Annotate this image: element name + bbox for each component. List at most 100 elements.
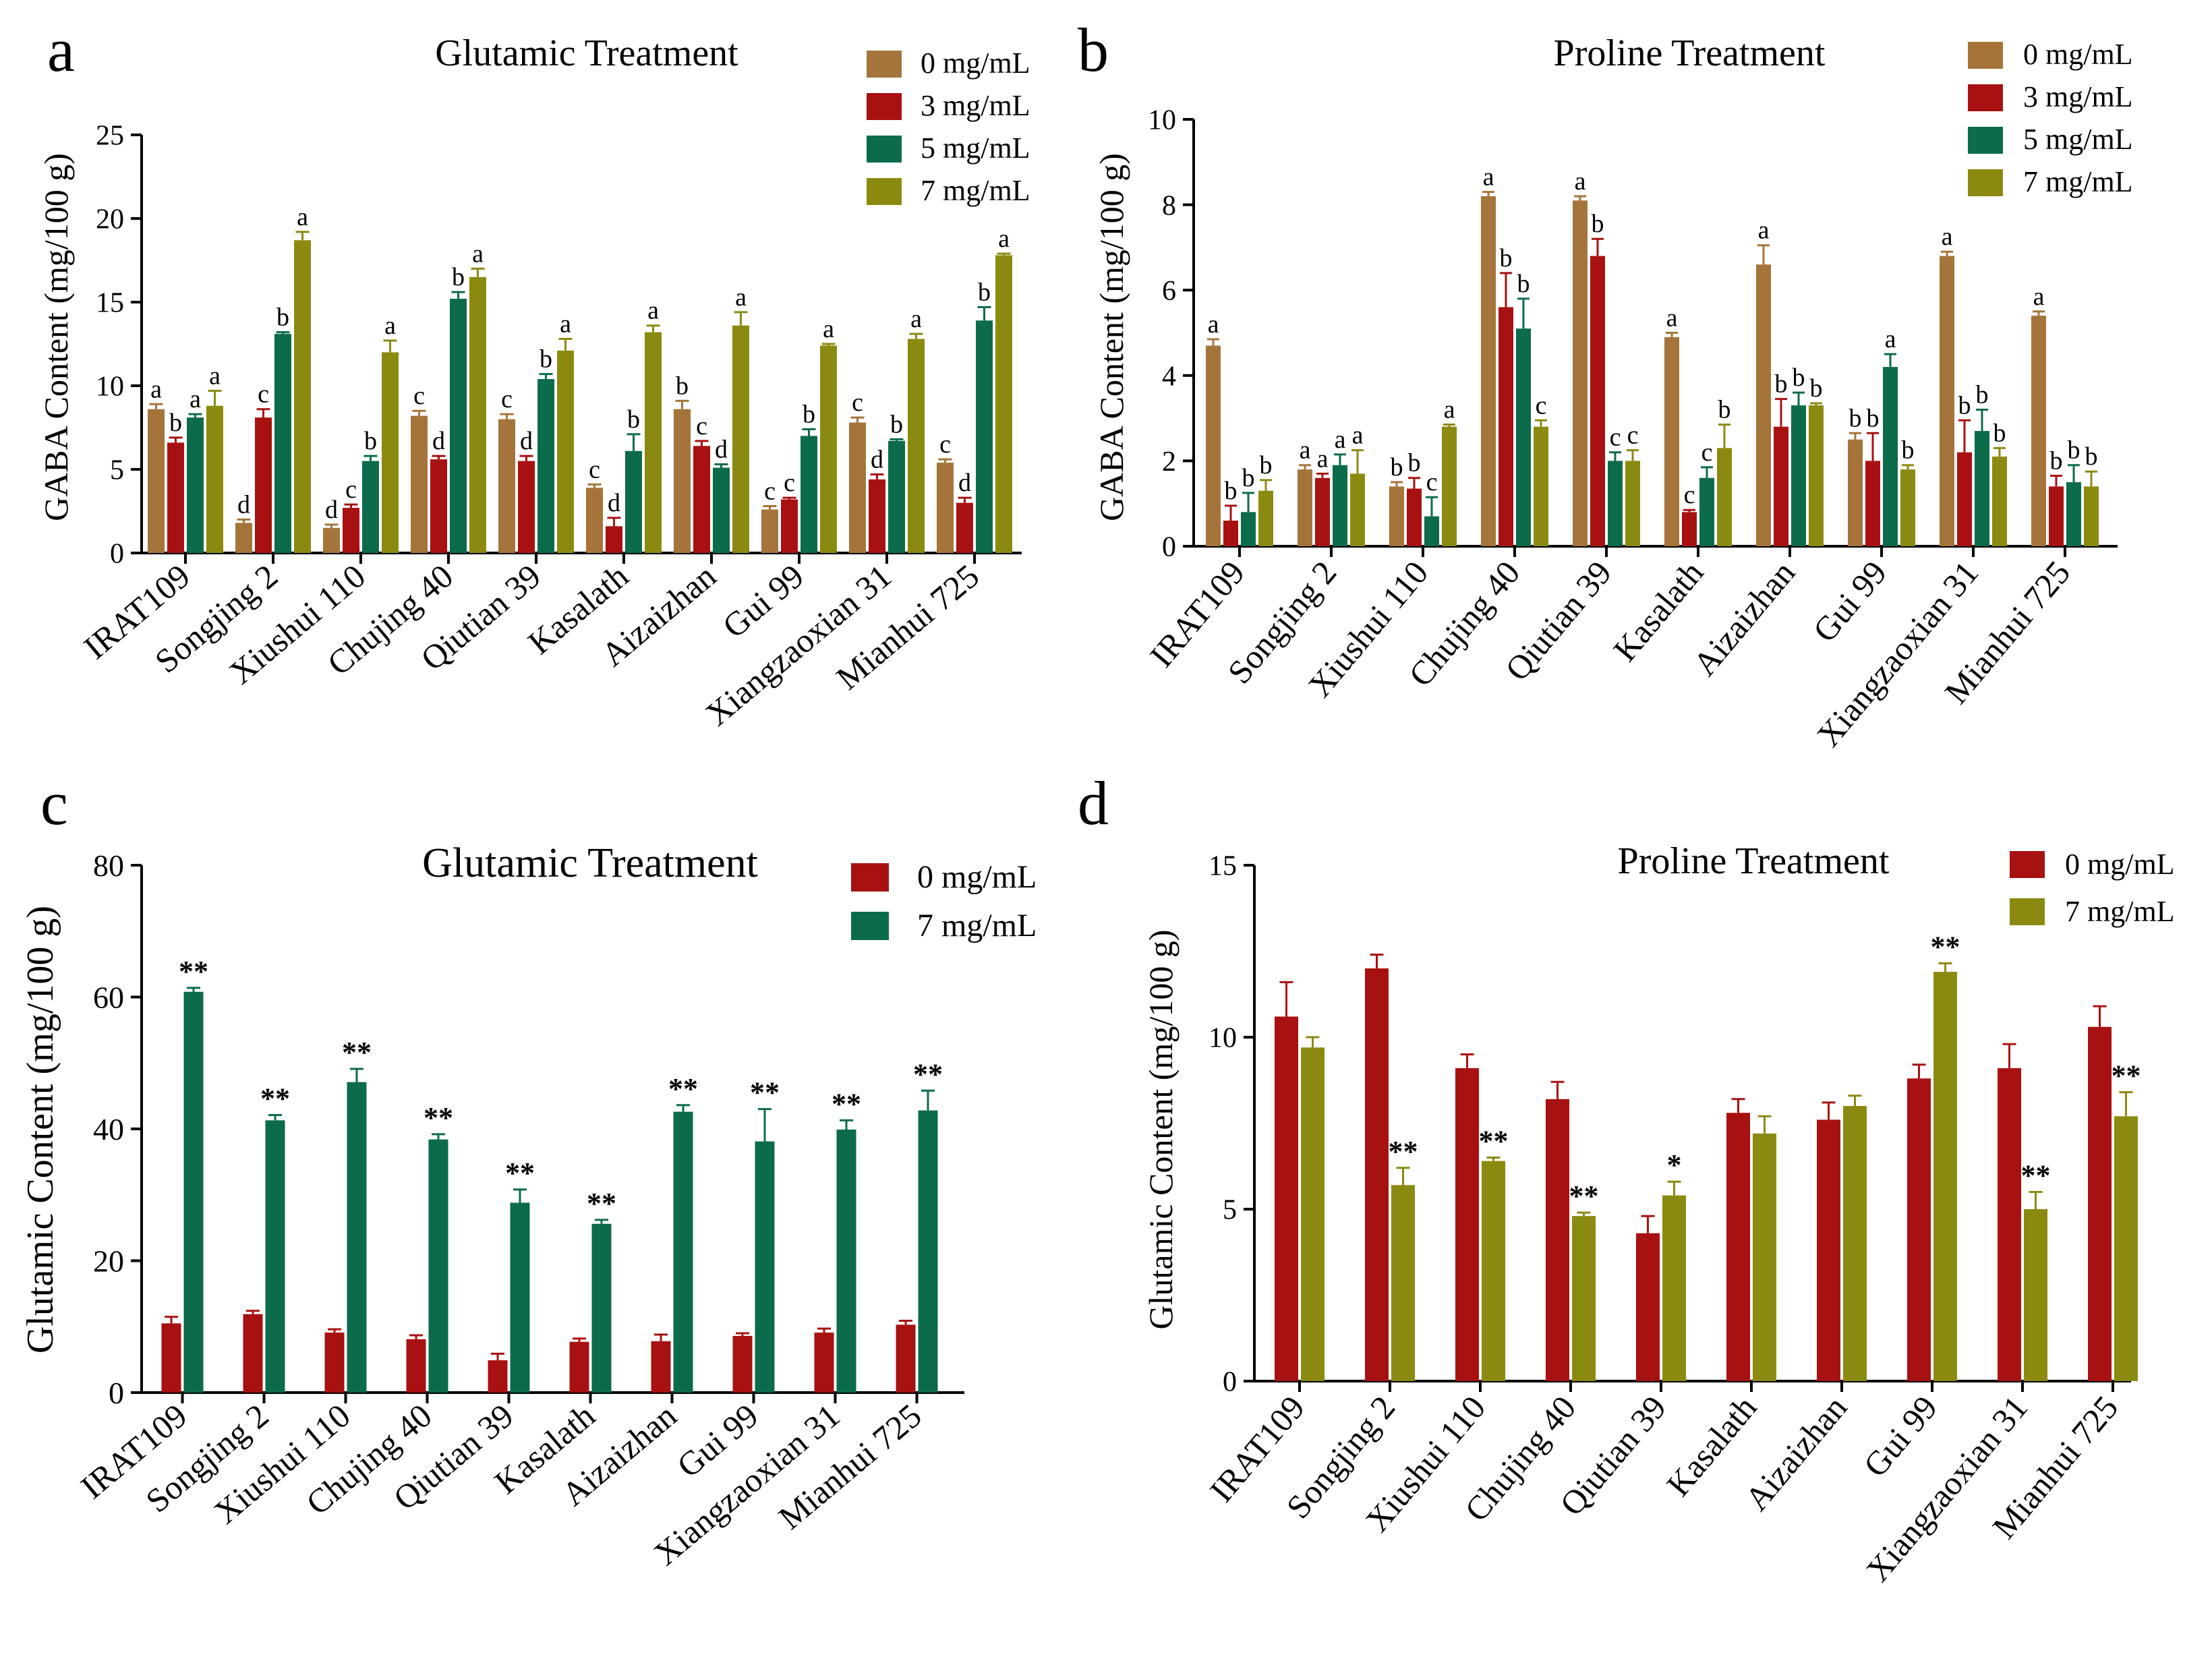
panel-a-significance-label: a	[735, 283, 747, 312]
panel-a-bar	[781, 499, 798, 553]
panel-d-bar	[1726, 1113, 1750, 1381]
panel-label-b: b	[1078, 16, 1109, 84]
panel-d-bar	[1843, 1106, 1867, 1381]
panel-c-bar	[814, 1333, 834, 1393]
panel-a-significance-label: c	[784, 469, 795, 497]
panel-b-bar	[1206, 345, 1221, 546]
panel-b-ytick-label: 4	[1162, 361, 1176, 392]
panel-d-bar	[1275, 1016, 1298, 1381]
panel-b-significance-label: b	[1592, 210, 1604, 238]
panel-c-ytick-label: 40	[93, 1112, 124, 1146]
legend-c-label-0: 0 mg/mL	[917, 859, 1037, 895]
panel-a-significance-label: c	[345, 475, 357, 504]
panel-b-bar	[1241, 512, 1256, 546]
panel-c-bar	[591, 1223, 612, 1393]
legend-c-swatch-0	[851, 863, 889, 892]
panel-a-significance-label: c	[501, 385, 513, 413]
panel-c-bar	[243, 1314, 263, 1393]
panel-c-significance-label: **	[750, 1076, 780, 1109]
panel-b-bar	[1590, 256, 1605, 546]
panel-b-bar	[1424, 516, 1439, 546]
panel-a-bar	[255, 417, 272, 553]
panel-a-ytick-label: 0	[110, 539, 124, 570]
panel-c-bar	[428, 1139, 448, 1393]
panel-c-bar	[569, 1341, 589, 1393]
legend-a-swatch-0	[867, 51, 902, 78]
panel-a-ylabel: GABA Content (mg/100 g)	[37, 153, 75, 521]
panel-b-bar	[1900, 469, 1915, 546]
panel-b-significance-label: a	[1335, 426, 1346, 454]
panel-a-ytick-label: 10	[96, 372, 124, 403]
panel-b-bar	[1625, 461, 1640, 546]
panel-d-bar	[1662, 1195, 1686, 1381]
panel-a-significance-label: b	[890, 410, 903, 438]
panel-a-ytick-label: 20	[96, 204, 124, 235]
panel-b-significance-label: a	[1575, 167, 1586, 196]
panel-a-significance-label: b	[276, 303, 289, 332]
panel-a-bar	[849, 422, 866, 553]
panel-a-bar	[294, 240, 311, 553]
panel-d-bar	[2088, 1026, 2112, 1381]
legend-a-label-0: 0 mg/mL	[921, 47, 1030, 80]
panel-d-significance-label: **	[2021, 1159, 2051, 1192]
panel-b-significance-label: b	[1408, 449, 1421, 477]
panel-a-significance-label: c	[258, 380, 269, 409]
panel-b-significance-label: b	[1391, 453, 1403, 482]
panel-b-significance-label: b	[2050, 447, 2063, 475]
panel-b-bar	[1407, 488, 1422, 546]
legend-d-label-1: 7 mg/mL	[2065, 895, 2175, 928]
panel-a-significance-label: d	[432, 427, 445, 455]
panel-b-ytick-label: 8	[1162, 190, 1176, 221]
panel-c-significance-label: **	[505, 1157, 535, 1190]
panel-d-ytick-label: 5	[1223, 1195, 1237, 1226]
legend-b-label-0: 0 mg/mL	[2023, 38, 2133, 71]
panel-c-ylabel: Glutamic Content (mg/100 g)	[20, 906, 61, 1353]
panel-a-bar	[469, 276, 486, 553]
panel-a-bar	[801, 436, 817, 553]
panel-a-ytick-label: 5	[110, 455, 124, 486]
panel-a-significance-label: b	[627, 405, 640, 434]
panel-b-legend: 0 mg/mL 3 mg/mL 5 mg/mL 7 mg/mL	[1968, 38, 2133, 198]
panel-b-significance-label: b	[1260, 451, 1273, 479]
panel-d-bar	[1455, 1068, 1479, 1381]
panel-d-significance-label: **	[1389, 1135, 1418, 1168]
panel-b-bar	[1664, 337, 1679, 546]
legend-a-swatch-1	[867, 93, 902, 120]
panel-d-bar	[1391, 1185, 1415, 1381]
panel-a-significance-label: a	[297, 203, 308, 231]
panel-b-significance-label: b	[1993, 419, 2006, 447]
panel-b-bar	[1298, 469, 1312, 546]
panel-d-bar	[1572, 1216, 1596, 1381]
panel-d-title: Proline Treatment	[1618, 840, 1890, 882]
panel-c-significance-label: **	[179, 955, 208, 988]
panel-d-significance-label: **	[1931, 930, 1960, 963]
panel-c-significance-label: **	[913, 1057, 943, 1090]
panel-a-ytick-label: 25	[96, 121, 124, 152]
panel-b-significance-label: b	[1775, 370, 1788, 399]
panel-b-bar	[1774, 426, 1788, 546]
panel-a-significance-label: b	[169, 409, 182, 437]
panel-a-bar	[732, 325, 749, 553]
legend-d-swatch-0	[2010, 851, 2045, 878]
panel-a-significance-label: a	[823, 315, 834, 343]
panel-a-significance-label: b	[978, 278, 991, 306]
panel-a-significance-label: d	[608, 489, 620, 517]
panel-a-significance-label: c	[764, 477, 776, 506]
panel-c-significance-label: **	[424, 1101, 453, 1134]
panel-b-bar	[1756, 264, 1771, 546]
panel-b-bar	[1534, 426, 1548, 546]
panel-c-title: Glutamic Treatment	[422, 840, 758, 886]
panel-c-bar	[265, 1120, 285, 1393]
panel-b-bar	[1481, 196, 1496, 546]
panel-b-bar	[1791, 405, 1806, 546]
panel-b-significance-label: b	[1958, 391, 1971, 419]
panel-b-significance-label: a	[1444, 396, 1455, 424]
panel-b-significance-label: b	[1867, 404, 1880, 432]
panel-b-bar	[2031, 316, 2046, 546]
panel-d-bar	[2024, 1209, 2047, 1381]
panel-b-bar	[1883, 367, 1898, 546]
panel-b-significance-label: a	[1666, 304, 1678, 332]
panel-a-significance-label: a	[472, 239, 484, 268]
panel-b-significance-label: c	[1684, 481, 1695, 509]
panel-c-bar	[406, 1339, 426, 1393]
